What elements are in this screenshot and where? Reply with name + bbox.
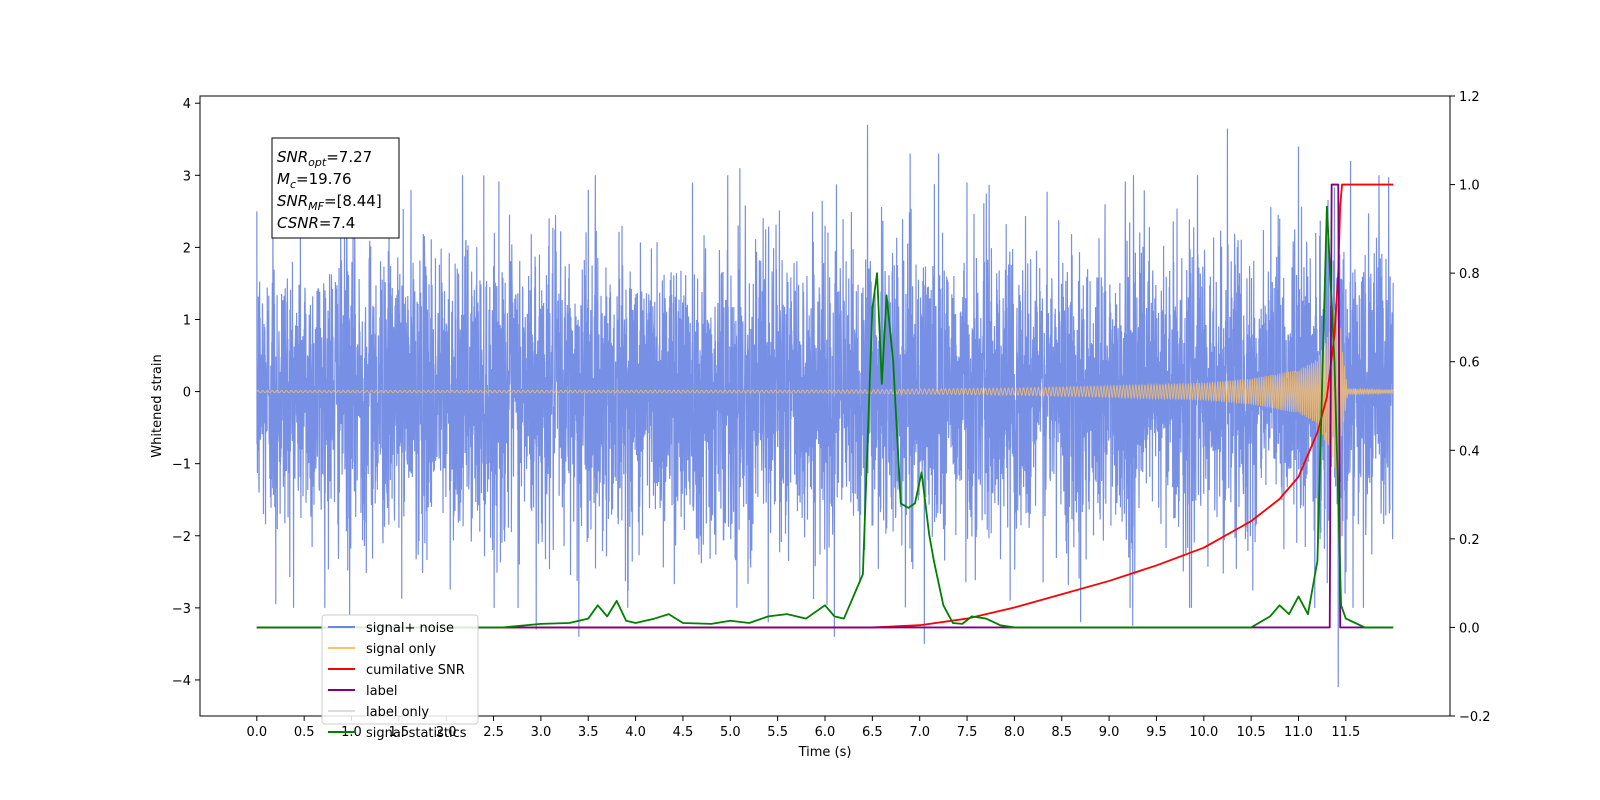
y-right-tick-label: 0.6 (1459, 356, 1480, 371)
x-tick-label: 5.5 (767, 725, 788, 740)
annotation-line: Mc=19.76 (277, 170, 352, 191)
series-signal-statistics (256, 205, 1394, 629)
y-right-tick-label: 0.0 (1459, 621, 1480, 636)
x-tick-label: 4.0 (625, 725, 646, 740)
legend-label: signal statistics (366, 726, 467, 741)
y-left-tick-label: −1 (172, 458, 191, 473)
x-tick-label: 0.5 (294, 725, 315, 740)
x-tick-label: 1.5 (389, 725, 410, 740)
annotation-frame (271, 137, 400, 239)
annotation-line: SNRopt=7.27 (277, 148, 372, 169)
x-tick-label: 5.0 (720, 725, 741, 740)
annotation-line: CSNR=7.4 (277, 214, 355, 232)
y-left-tick-label: 4 (183, 97, 191, 112)
annotation-line: SNRMF=[8.44] (277, 192, 382, 213)
x-tick-label: 6.5 (862, 725, 883, 740)
y-axis-left: 4 3 2 1 0 −1 −2 −3 −4 (172, 97, 200, 689)
series-layer (256, 124, 1394, 688)
y-axis-label: Whitened strain (150, 354, 165, 457)
x-axis: 0.0 0.5 1.0 1.5 2.0 2.5 3.0 3.5 4.0 4.5 5.0 5.5 6.0 6… (246, 716, 1360, 740)
legend-label: label (366, 684, 397, 699)
y-left-tick-label: 0 (183, 386, 191, 401)
y-right-tick-label: 1.2 (1459, 90, 1480, 105)
x-axis-label: Time (s) (798, 745, 852, 760)
y-right-tick-label: 0.2 (1459, 533, 1480, 548)
y-left-tick-label: 3 (183, 169, 191, 184)
y-right-tick-label: 0.8 (1459, 267, 1480, 282)
y-right-tick-label: 1.0 (1459, 179, 1480, 194)
x-tick-label: 7.5 (957, 725, 978, 740)
x-tick-label: 7.0 (909, 725, 930, 740)
legend-label: signal+ noise (366, 621, 454, 636)
x-tick-label: 9.5 (1146, 725, 1167, 740)
x-tick-label: 11.5 (1331, 725, 1360, 740)
x-tick-label: 0.0 (246, 725, 267, 740)
x-tick-label: 2.0 (436, 725, 457, 740)
y-left-tick-label: −2 (172, 530, 191, 545)
x-tick-label: 11.0 (1284, 725, 1313, 740)
x-tick-label: 8.0 (1004, 725, 1025, 740)
y-right-tick-label: 0.4 (1459, 444, 1480, 459)
x-tick-label: 8.5 (1051, 725, 1072, 740)
y-right-tick-label: −0.2 (1459, 710, 1491, 725)
y-axis-right: 1.2 1.0 0.8 0.6 0.4 0.2 0.0 −0.2 (1450, 90, 1491, 725)
series-signal-noise (256, 124, 1394, 688)
legend: signal+ noise signal only cumilative SNR la… (321, 614, 479, 741)
x-tick-label: 10.0 (1189, 725, 1218, 740)
series-signal-only (256, 300, 1394, 489)
x-tick-label: 3.0 (531, 725, 552, 740)
legend-label: signal only (366, 642, 436, 657)
legend-label: cumilative SNR (366, 663, 465, 678)
legend-frame (321, 614, 479, 725)
legend-label: label only (366, 705, 429, 720)
x-tick-label: 3.5 (578, 725, 599, 740)
y-left-tick-label: −4 (172, 674, 191, 689)
x-tick-label: 2.5 (483, 725, 504, 740)
y-left-tick-label: −3 (172, 602, 191, 617)
x-tick-label: 6.0 (815, 725, 836, 740)
y-left-tick-label: 1 (183, 313, 191, 328)
x-tick-label: 4.5 (673, 725, 694, 740)
y-left-tick-label: 2 (183, 241, 191, 256)
x-tick-label: 10.5 (1237, 725, 1266, 740)
x-tick-label: 9.0 (1099, 725, 1120, 740)
